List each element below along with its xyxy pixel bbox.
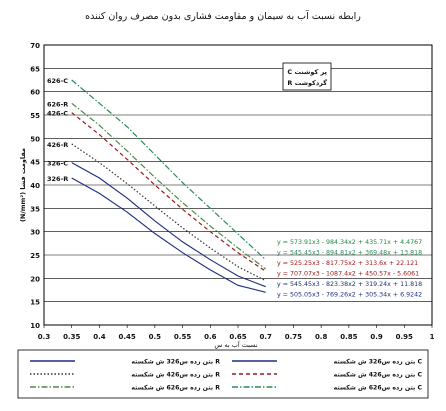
series-label-326-C: 326-C [47,160,68,168]
y-tick-label: 65 [30,65,40,73]
y-tick-labels: 10 15 20 25 30 35 40 45 50 55 60 65 70 [30,42,40,330]
x-tick-label: 0.5 [149,333,162,341]
x-tick-label: 0.3 [38,333,51,341]
chart-title: رابطه نسبت آب به سیمان و مقاومت فشاری بد… [85,9,361,22]
series-labels: 326-R 326-C 426-R 426-C 626-R 626-C [47,77,68,183]
series-label-326-R: 326-R [47,175,68,183]
x-tick-label: 0.9 [370,333,383,341]
trendline-equations: y = 573.91x3 - 984.34x2 + 435.71x + 4.47… [277,239,422,299]
series-label-426-R: 426-R [47,141,68,149]
x-tick-labels: 0.3 0.35 0.4 0.45 0.5 0.55 0.6 0.65 0.7 0.75 0.8 0.… [38,333,435,341]
y-tick-label: 20 [30,275,40,283]
legend-entry: بتن رده س626 ش شکسته R [131,385,220,392]
x-tick-label: 0.55 [174,333,191,341]
trendline-equation: y = 545.45x3 - 894.81x2 + 369.48x + 13.8… [277,250,422,257]
x-tick-label: 0.8 [315,333,328,341]
y-tick-label: 70 [30,42,40,50]
y-tick-label: 60 [30,89,40,97]
series-line-426-R [71,143,266,282]
legend-entry: بتن رده س326 ش شکسته R [131,359,220,366]
x-axis-label: نسبت آب به س [214,340,257,349]
series-label-626-R: 626-R [47,100,68,108]
key-box-frame [282,62,332,91]
trendline-equation: y = 545.45x3 - 823.38x2 + 319.24x + 11.8… [277,281,422,288]
legend-box [17,349,429,399]
x-tick-label: 0.35 [63,333,80,341]
trendline-equation: y = 525.25x3 - 817.75x2 + 313.6x + 22.12… [277,260,418,267]
legend-entry: بتن رده س426 ش شکسته R [131,372,220,379]
series-line-326-R [71,177,266,293]
y-tick-label: 25 [30,252,40,260]
series-line-326-C [71,162,266,288]
x-tick-label: 0.95 [396,333,413,341]
x-tick-label: 1 [430,333,435,341]
x-tick-label: 0.6 [204,333,217,341]
legend-entry: بتن رده س426 ش شکسته C [334,372,423,379]
y-tick-label: 30 [30,229,40,237]
x-tick-label: 0.45 [119,333,136,341]
legend: بتن رده س326 ش شکسته C بتن رده س326 ش شکس… [30,359,422,392]
series-label-426-C: 426-C [47,110,68,118]
y-tick-label: 35 [30,205,40,213]
series-line-426-C [71,112,267,272]
y-tick-label: 45 [30,159,40,167]
y-tick-label: 50 [30,135,40,143]
key-box-line-1: C پر کوشنت [287,68,327,76]
x-tick-label: 0.85 [340,333,357,341]
trendline-equation: y = 707.07x3 - 1087.4x2 + 450.57x - 5.60… [277,271,419,278]
key-box: C پر کوشنت R گردکوشت [282,62,332,91]
x-tick-label: 0.75 [285,333,302,341]
x-tick-label: 0.7 [260,333,273,341]
x-tick-label: 0.65 [229,333,246,341]
y-tick-label: 15 [30,299,40,307]
x-tick-label: 0.4 [93,333,106,341]
legend-entry: بتن رده س326 ش شکسته C [334,359,423,366]
series-line-626-C [71,79,267,261]
y-tick-label: 10 [30,322,40,330]
series-layer [71,79,267,293]
legend-entry: بتن رده س626 ش شکسته C [334,385,423,392]
y-tick-label: 55 [30,112,40,120]
trendline-equation: y = 573.91x3 - 984.34x2 + 435.71x + 4.47… [277,239,422,246]
key-box-line-2: R گردکوشت [287,79,327,87]
series-line-626-R [71,102,267,270]
y-axis-label: (N/mm²) مقاومت فشا [19,148,27,222]
series-label-626-C: 626-C [47,77,68,85]
trendline-equation: y = 505.05x3 - 769.26x2 + 305.34x + 6.92… [277,292,422,299]
y-tick-label: 40 [30,182,40,190]
